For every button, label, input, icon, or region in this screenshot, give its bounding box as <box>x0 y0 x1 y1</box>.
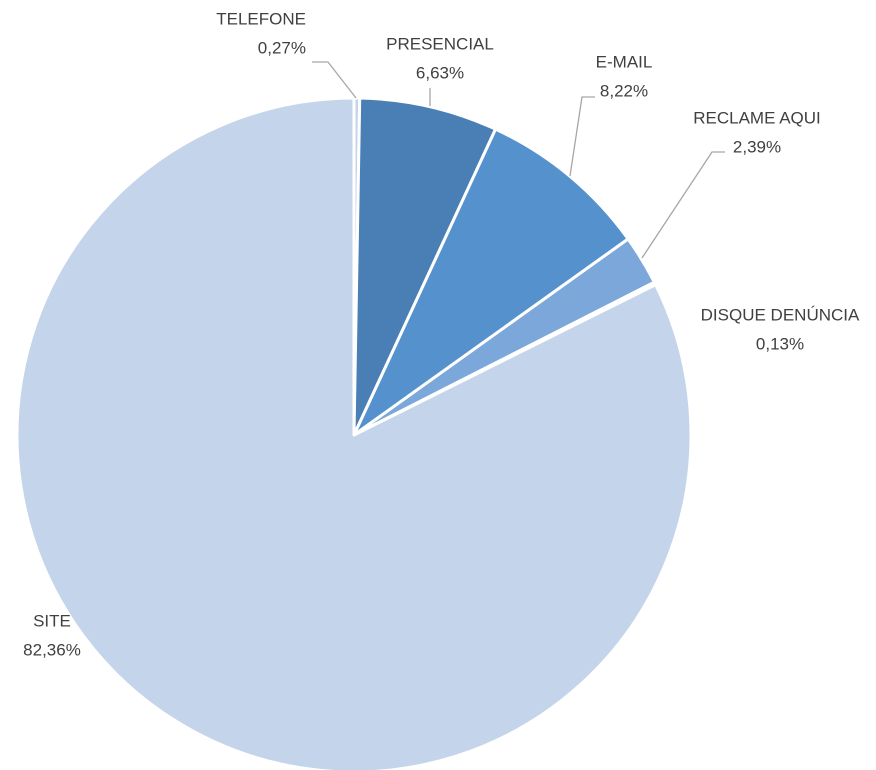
slice-value-label: 82,36% <box>23 640 81 659</box>
slice-value-label: 0,27% <box>258 38 306 57</box>
pie-slice <box>352 96 498 437</box>
slice-value-label: 6,63% <box>416 63 464 82</box>
slice-label: RECLAME AQUI <box>693 108 821 127</box>
leader-line <box>641 151 725 259</box>
slice-value-label: 8,22% <box>600 81 648 100</box>
slice-value-label: 0,13% <box>756 334 804 353</box>
pie <box>15 96 693 770</box>
slice-label: TELEFONE <box>216 9 306 28</box>
slice-label: PRESENCIAL <box>386 34 494 53</box>
slice-label: DISQUE DENÚNCIA <box>701 305 860 324</box>
leader-line <box>312 61 357 99</box>
slice-label: SITE <box>33 611 71 630</box>
slice-value-label: 2,39% <box>733 137 781 156</box>
leader-line <box>569 96 595 177</box>
pie-slice <box>352 127 630 437</box>
pie-slice <box>15 96 693 770</box>
slice-label: E-MAIL <box>596 52 653 71</box>
labels: TELEFONE 0,27% PRESENCIAL 6,63% E-MAIL 8,22% R… <box>23 9 860 659</box>
